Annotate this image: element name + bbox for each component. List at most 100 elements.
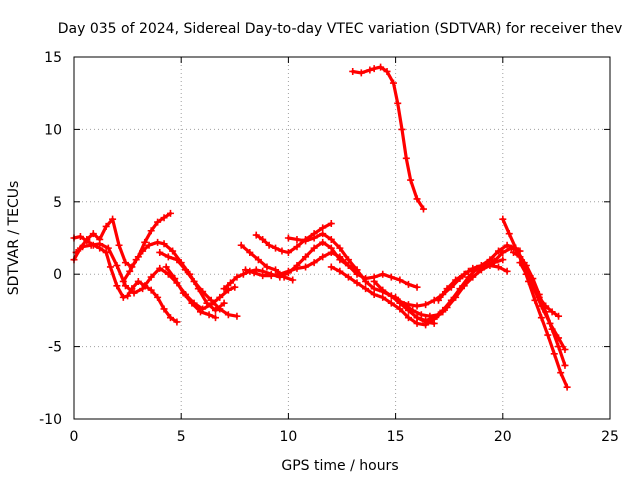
data-point: [529, 282, 537, 290]
data-point: [252, 231, 260, 239]
y-axis-label: SDTVAR / TECUs: [6, 181, 22, 296]
data-point: [160, 305, 168, 313]
data-point: [293, 243, 301, 251]
data-point: [387, 273, 395, 281]
data-point: [447, 296, 455, 304]
data-point: [79, 243, 87, 251]
data-point: [212, 314, 220, 322]
data-point: [396, 305, 404, 313]
data-point: [154, 218, 162, 226]
data-point: [389, 79, 397, 87]
data-point: [495, 247, 503, 255]
data-point: [377, 63, 385, 71]
data-point: [284, 248, 292, 256]
data-point: [302, 237, 310, 245]
y-tick-label: 5: [53, 195, 62, 211]
data-point: [400, 301, 408, 309]
data-point: [272, 266, 280, 274]
data-point: [263, 263, 271, 271]
data-point: [396, 276, 404, 284]
data-point: [327, 235, 335, 243]
data-point: [522, 262, 530, 270]
data-point: [139, 247, 147, 255]
data-point: [250, 269, 258, 277]
data-point: [495, 263, 503, 271]
data-point: [379, 270, 387, 278]
data-point: [272, 244, 280, 252]
series-arc-20: [516, 259, 563, 320]
data-point: [171, 275, 179, 283]
data-point: [231, 283, 239, 291]
data-point: [104, 244, 112, 252]
data-point: [216, 293, 224, 301]
data-point: [160, 214, 168, 222]
data-point: [199, 288, 207, 296]
data-point: [422, 317, 430, 325]
series-arc-5: [156, 248, 241, 320]
data-point: [203, 299, 211, 307]
data-point: [166, 314, 174, 322]
data-point: [207, 296, 215, 304]
data-point: [102, 248, 110, 256]
data-point: [561, 345, 569, 353]
data-point: [469, 264, 477, 272]
x-axis-label: GPS time / hours: [281, 458, 398, 474]
data-point: [162, 263, 170, 271]
data-point: [430, 314, 438, 322]
series-trace: [121, 240, 226, 312]
data-point: [327, 220, 335, 228]
data-point: [544, 331, 552, 339]
data-point: [173, 256, 181, 264]
data-point: [310, 259, 318, 267]
data-point: [409, 306, 417, 314]
x-tick-label: 10: [279, 429, 297, 445]
data-point: [164, 253, 172, 261]
data-point: [413, 283, 421, 291]
data-point: [224, 311, 232, 319]
data-point: [119, 293, 127, 301]
data-point: [398, 125, 406, 133]
data-point: [302, 263, 310, 271]
data-point: [404, 280, 412, 288]
data-point: [456, 285, 464, 293]
data-point: [83, 235, 91, 243]
data-point: [265, 241, 273, 249]
data-point: [134, 277, 142, 285]
plot-frame: [73, 56, 611, 420]
data-point: [522, 270, 530, 278]
data-point: [557, 369, 565, 377]
data-point: [516, 259, 524, 267]
data-point: [284, 234, 292, 242]
data-point: [561, 361, 569, 369]
data-point: [242, 266, 250, 274]
data-point: [310, 244, 318, 252]
y-tick-label: -5: [48, 340, 62, 356]
data-point: [413, 302, 421, 310]
data-point: [154, 238, 162, 246]
data-point: [336, 253, 344, 261]
data-point: [327, 263, 335, 271]
data-point: [486, 256, 494, 264]
data-point: [289, 276, 297, 284]
data-point: [276, 270, 284, 278]
data-point: [535, 293, 543, 301]
series-arc-18: [499, 215, 571, 391]
series-arc-16: [413, 244, 524, 325]
data-point: [212, 306, 220, 314]
data-point: [402, 154, 410, 162]
data-point: [512, 244, 520, 252]
y-tick-label: 0: [53, 267, 62, 283]
data-point: [233, 312, 241, 320]
data-point: [227, 279, 235, 287]
data-point: [126, 267, 134, 275]
data-point: [280, 273, 288, 281]
data-point: [413, 195, 421, 203]
data-point: [392, 293, 400, 301]
data-point: [188, 299, 196, 307]
data-point: [404, 314, 412, 322]
data-point: [166, 209, 174, 217]
data-point: [362, 277, 370, 285]
data-point: [147, 273, 155, 281]
data-point: [452, 276, 460, 284]
data-point: [531, 296, 539, 304]
